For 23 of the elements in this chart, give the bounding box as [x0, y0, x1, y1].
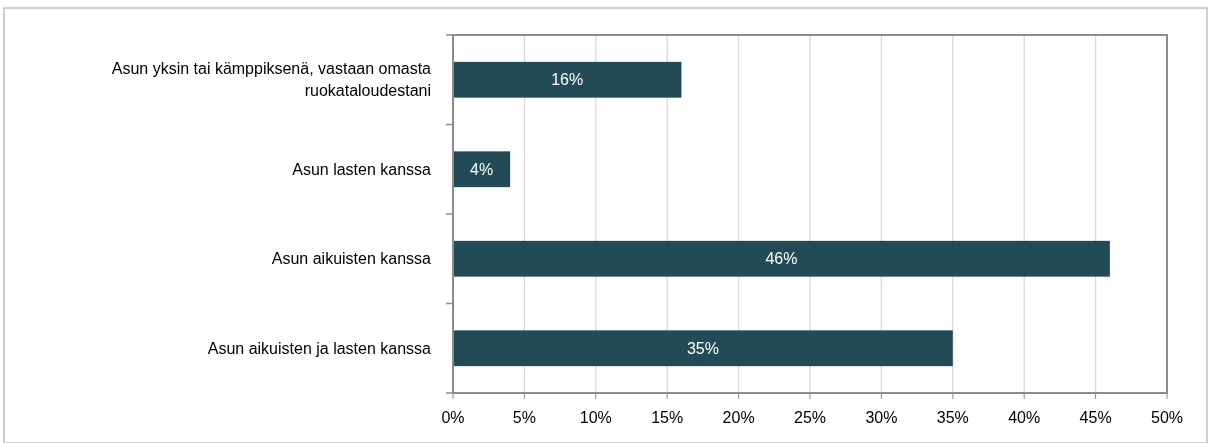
- x-tick-label: 25%: [793, 409, 827, 426]
- y-tick-label: Asun aikuisten kanssa: [271, 250, 432, 268]
- x-tick-label: 35%: [936, 409, 969, 426]
- data-label: 16%: [551, 71, 584, 89]
- x-tick-label: 50%: [1150, 409, 1184, 426]
- x-tick-label: 10%: [579, 409, 612, 426]
- x-tick-label: 30%: [865, 409, 898, 426]
- bar: [453, 330, 953, 367]
- data-label: 35%: [686, 339, 719, 357]
- x-tick-label: 0%: [441, 409, 465, 426]
- x-tick-label: 20%: [722, 409, 755, 426]
- bar: [453, 240, 1110, 277]
- x-tick-label: 45%: [1079, 409, 1112, 426]
- data-label: 46%: [765, 250, 798, 268]
- y-tick-label: Asun yksin tai kämppiksenä, vastaan omasta ruokataloudestani: [111, 60, 432, 100]
- data-label: 4%: [470, 160, 494, 178]
- y-tick-label: Asun aikuisten ja lasten kanssa: [207, 339, 432, 357]
- x-tick-label: 15%: [651, 409, 684, 426]
- y-tick-label: Asun lasten kanssa: [292, 160, 432, 178]
- x-tick-label: 40%: [1008, 409, 1041, 426]
- bar: [453, 151, 511, 188]
- bar: [453, 61, 682, 98]
- x-tick-label: 5%: [512, 409, 536, 426]
